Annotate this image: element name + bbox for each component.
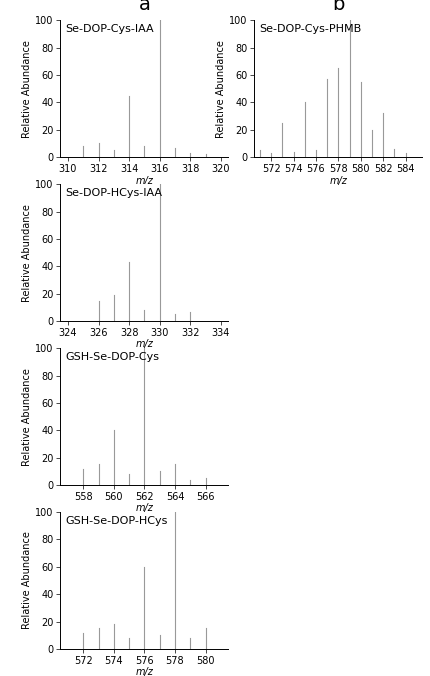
Text: Se-DOP-Cys-IAA: Se-DOP-Cys-IAA <box>65 24 154 34</box>
Y-axis label: Relative Abundance: Relative Abundance <box>22 203 32 301</box>
Text: GSH-Se-DOP-Cys: GSH-Se-DOP-Cys <box>65 352 159 362</box>
X-axis label: m/z: m/z <box>135 176 153 185</box>
Text: GSH-Se-DOP-HCys: GSH-Se-DOP-HCys <box>65 516 167 526</box>
Y-axis label: Relative Abundance: Relative Abundance <box>22 40 32 138</box>
Text: a: a <box>138 0 150 14</box>
X-axis label: m/z: m/z <box>135 667 153 676</box>
Text: b: b <box>332 0 344 14</box>
X-axis label: m/z: m/z <box>135 339 153 349</box>
X-axis label: m/z: m/z <box>329 176 347 185</box>
Text: Se-DOP-HCys-IAA: Se-DOP-HCys-IAA <box>65 189 162 198</box>
X-axis label: m/z: m/z <box>135 504 153 513</box>
Text: Se-DOP-Cys-PHMB: Se-DOP-Cys-PHMB <box>259 24 361 34</box>
Y-axis label: Relative Abundance: Relative Abundance <box>22 531 32 629</box>
Y-axis label: Relative Abundance: Relative Abundance <box>22 368 32 466</box>
Y-axis label: Relative Abundance: Relative Abundance <box>216 40 226 138</box>
